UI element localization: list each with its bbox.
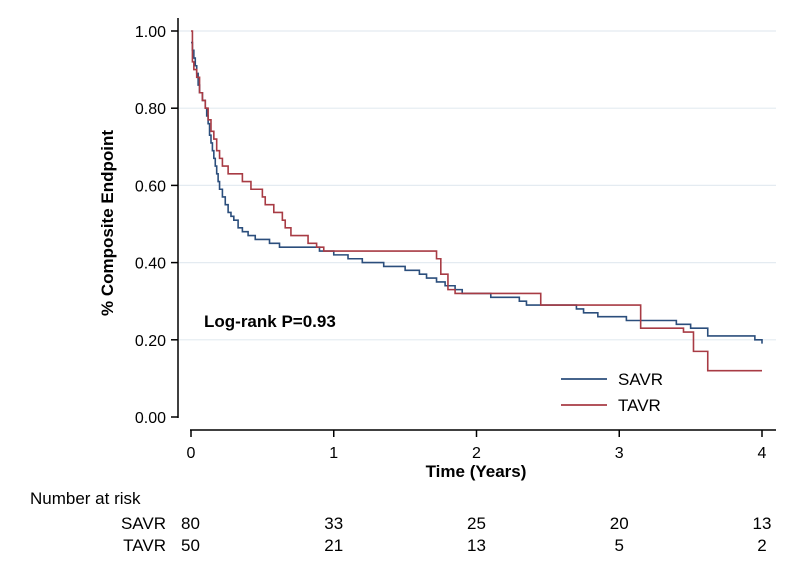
legend: SAVR TAVR	[550, 364, 696, 420]
x-tick-label: 2	[472, 445, 481, 462]
risk-table: SAVR 80 33 25 20 13 TAVR 50 21 13 5 2	[121, 514, 772, 555]
series-lines	[191, 30, 763, 372]
risk-count: 50	[181, 536, 200, 555]
x-tick-label: 0	[187, 445, 196, 462]
logrank-annotation: Log-rank P=0.93	[204, 312, 336, 331]
x-axis-label: Time (Years)	[426, 462, 527, 481]
x-tick-label: 1	[329, 445, 338, 462]
risk-count: 5	[615, 536, 624, 555]
y-tick-label: 0.40	[135, 256, 166, 273]
legend-label-tavr: TAVR	[618, 396, 661, 415]
x-tick-label: 4	[758, 445, 767, 462]
risk-row-label: TAVR	[123, 536, 166, 555]
risk-count: 13	[753, 514, 772, 533]
x-tick-label: 3	[615, 445, 624, 462]
risk-count: 2	[757, 536, 766, 555]
y-ticks: 0.00 0.20 0.40 0.60 0.80 1.00	[135, 24, 178, 427]
y-tick-label: 0.20	[135, 333, 166, 350]
legend-box	[550, 364, 696, 420]
risk-count: 25	[467, 514, 486, 533]
gridlines	[179, 30, 776, 341]
risk-count: 13	[467, 536, 486, 555]
risk-count: 33	[324, 514, 343, 533]
legend-label-savr: SAVR	[618, 370, 663, 389]
y-tick-label: 0.80	[135, 101, 166, 118]
axes	[177, 18, 776, 431]
risk-count: 80	[181, 514, 200, 533]
y-tick-label: 0.00	[135, 410, 166, 427]
risk-count: 20	[610, 514, 629, 533]
risk-row-label: SAVR	[121, 514, 166, 533]
risk-table-title: Number at risk	[30, 489, 141, 508]
risk-count: 21	[324, 536, 343, 555]
y-tick-label: 1.00	[135, 24, 166, 41]
series-line-tavr	[191, 30, 762, 372]
y-tick-label: 0.60	[135, 178, 166, 195]
x-ticks: 0 1 2 3 4	[187, 430, 767, 462]
y-axis-label: % Composite Endpoint	[98, 130, 117, 316]
